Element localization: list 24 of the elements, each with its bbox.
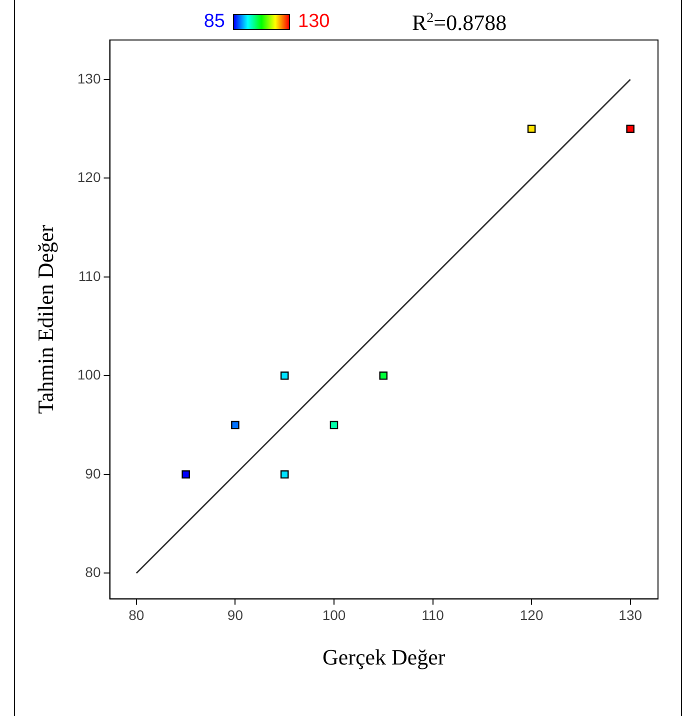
x-tick-label: 80 — [128, 607, 144, 624]
y-axis-title: Tahmin Edilen Değer — [32, 224, 58, 414]
y-tick-label: 80 — [85, 564, 101, 580]
point — [330, 420, 338, 430]
x-tick-label: 130 — [618, 607, 642, 624]
x-tick-label: 120 — [520, 607, 544, 624]
text: 130 — [298, 11, 330, 33]
point — [527, 124, 536, 133]
text: 85 — [204, 11, 225, 33]
x-axis-title: Gerçek Değer — [322, 644, 446, 670]
point — [626, 124, 634, 133]
point — [231, 420, 240, 430]
x-tick-label: 110 — [422, 607, 444, 624]
y-tick-label: 110 — [78, 268, 101, 284]
y-tick-label: 130 — [77, 70, 101, 86]
y-tick-label: 120 — [77, 169, 101, 186]
point — [182, 470, 190, 479]
y-tick-label: 100 — [77, 366, 101, 383]
point — [280, 372, 289, 380]
x-tick-label: 100 — [322, 607, 346, 624]
point — [280, 470, 289, 479]
x-tick-label: 90 — [227, 607, 244, 624]
y-tick-label: 90 — [85, 465, 101, 482]
point — [379, 372, 388, 380]
